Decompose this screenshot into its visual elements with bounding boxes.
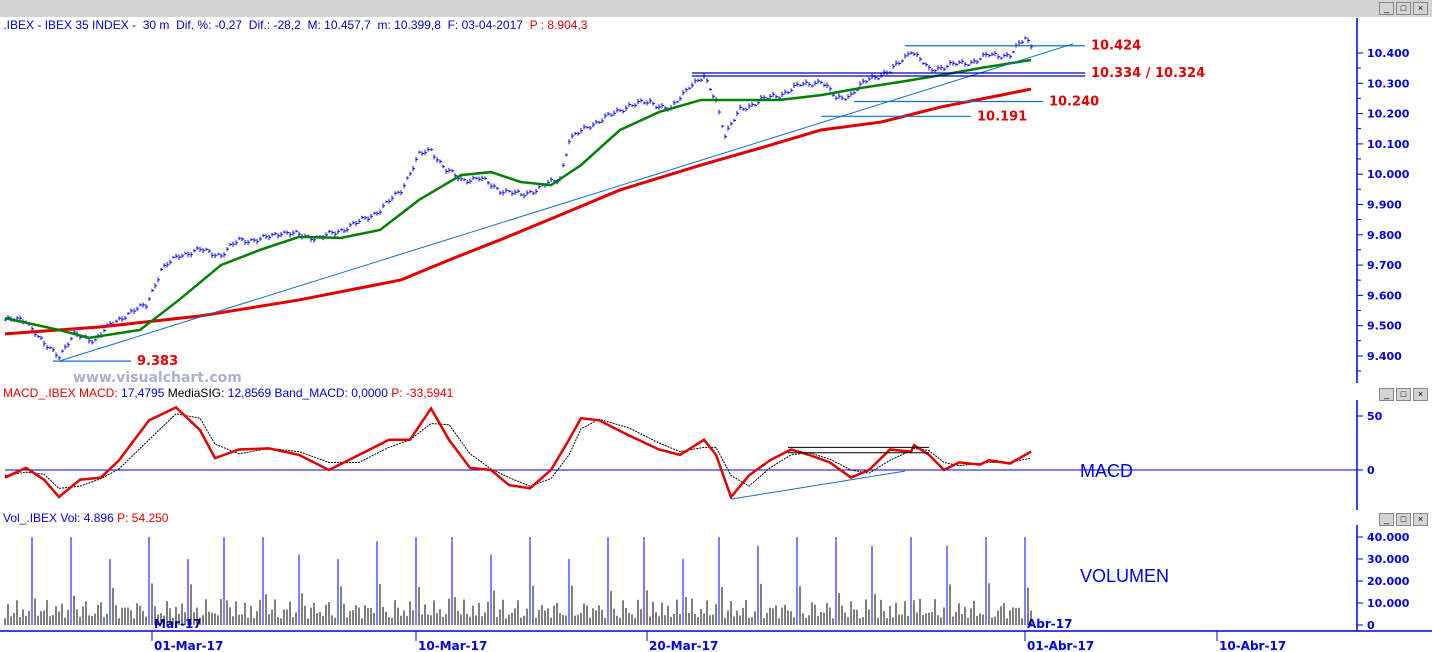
- macd-tick-label: 0: [1367, 464, 1375, 477]
- price-trendline: [58, 43, 1074, 362]
- macd-band: Band_MACD: 0,0000: [274, 386, 392, 400]
- macd-header: MACD_.IBEX MACD: 17,4795 MediaSIG: 12,85…: [3, 386, 453, 400]
- price-tick-label: 10.400: [1367, 47, 1410, 60]
- close-button[interactable]: ×: [1413, 388, 1428, 401]
- price-tick-label: 9.600: [1367, 289, 1402, 302]
- title-dif-pct: Dif. %: -0,27: [172, 18, 246, 32]
- volume-tick-label: 30.000: [1367, 553, 1410, 566]
- macd-p: P: -33,5941: [391, 386, 454, 400]
- volume-tick-label: 40.000: [1367, 531, 1410, 544]
- price-tick-label: 10.200: [1367, 108, 1410, 121]
- minimize-button[interactable]: _: [1379, 2, 1394, 15]
- title-p: P : 8.904,3: [526, 18, 588, 32]
- time-tick-label: 10-Abr-17: [1219, 639, 1286, 652]
- level-label: 10.240: [1049, 94, 1099, 109]
- maximize-button[interactable]: □: [1396, 2, 1411, 15]
- macd-sig-label: MediaSIG:: [167, 386, 228, 400]
- price-tick-label: 10.000: [1367, 168, 1410, 181]
- macd-tick-label: 50: [1367, 410, 1383, 423]
- price-tick-label: 9.700: [1367, 259, 1402, 272]
- maximize-button[interactable]: □: [1396, 388, 1411, 401]
- volume-p: P: 54.250: [117, 511, 169, 525]
- level-label: 10.191: [977, 109, 1027, 124]
- price-tick-label: 9.900: [1367, 199, 1402, 212]
- volume-tick-label: 10.000: [1367, 597, 1410, 610]
- level-label: 10.334 / 10.324: [1091, 66, 1205, 81]
- minimize-button[interactable]: _: [1379, 513, 1394, 526]
- time-tick-label: 10-Mar-17: [418, 639, 487, 652]
- macd-name: MACD_.IBEX MACD:: [3, 386, 122, 400]
- price-tick-label: 9.400: [1367, 350, 1402, 363]
- macd-sig-value: 12,8569: [227, 386, 275, 400]
- window-title-bar: .IBEX - IBEX 35 INDEX - 30 m Dif. %: -0,…: [0, 0, 1432, 32]
- title-max: M: 10.457,7: [304, 18, 375, 32]
- macd-signal-line: [4, 413, 1032, 489]
- volume-tick-label: 20.000: [1367, 575, 1410, 588]
- green-moving-average: [4, 58, 1032, 340]
- level-label: 10.424: [1091, 39, 1141, 54]
- maximize-button[interactable]: □: [1396, 513, 1411, 526]
- close-button[interactable]: ×: [1413, 513, 1428, 526]
- macd-panel-controls: _ □ ×: [1379, 388, 1428, 401]
- month-label: Mar-17: [154, 617, 202, 631]
- red-moving-average: [4, 87, 1032, 336]
- title-date: F: 03-04-2017: [444, 18, 527, 32]
- title-period: 30 m: [139, 18, 173, 32]
- month-label: Abr-17: [1027, 617, 1072, 631]
- title-dif: Dif.: -28,2: [245, 18, 305, 32]
- window-controls: _ □ ×: [1379, 2, 1428, 15]
- volume-tick-label: 0: [1367, 619, 1375, 632]
- watermark: www.visualchart.com: [73, 370, 242, 386]
- title-symbol: .IBEX - IBEX 35 INDEX -: [3, 18, 140, 32]
- time-tick-label: 20-Mar-17: [649, 639, 718, 652]
- price-tick-label: 10.300: [1367, 77, 1410, 90]
- macd-trendline: [730, 470, 906, 500]
- level-label: 9.383: [137, 354, 178, 369]
- macd-panel-label: MACD: [1080, 461, 1133, 481]
- macd-line: [4, 405, 1032, 500]
- close-button[interactable]: ×: [1413, 2, 1428, 15]
- title-min: m: 10.399,8: [374, 18, 445, 32]
- price-tick-label: 9.500: [1367, 320, 1402, 333]
- price-tick-label: 10.100: [1367, 138, 1410, 151]
- minimize-button[interactable]: _: [1379, 388, 1394, 401]
- volume-panel-label: VOLUMEN: [1080, 566, 1169, 586]
- time-tick-label: 01-Mar-17: [154, 639, 223, 652]
- macd-value: 17,4795: [121, 386, 168, 400]
- volume-panel-controls: _ □ ×: [1379, 513, 1428, 526]
- volume-name: Vol_.IBEX Vol: 4.896: [3, 511, 118, 525]
- volume-header: Vol_.IBEX Vol: 4.896 P: 54.250: [3, 511, 168, 525]
- time-tick-label: 01-Abr-17: [1027, 639, 1094, 652]
- price-tick-label: 9.800: [1367, 229, 1402, 242]
